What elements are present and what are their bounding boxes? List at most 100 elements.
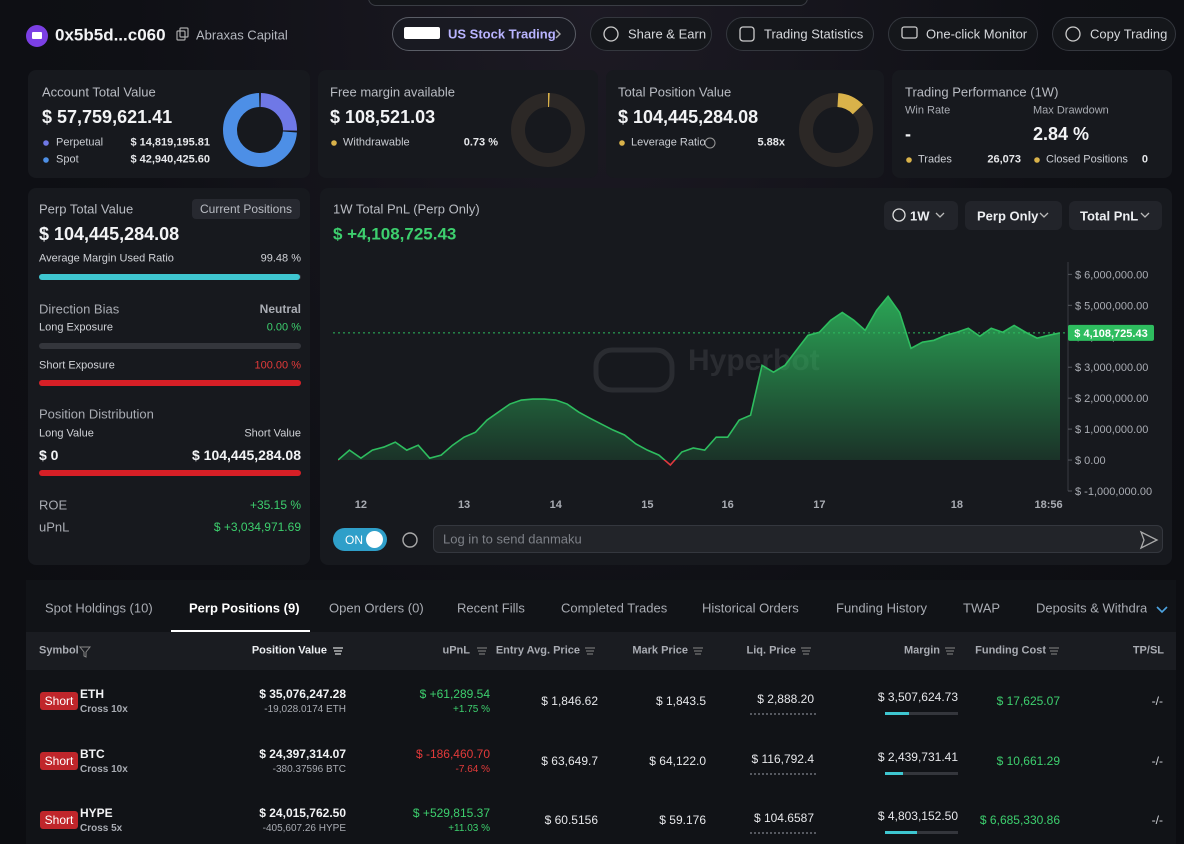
dropdown-label[interactable]: Total PnL [1080,208,1139,224]
column-header: Funding Cost [975,644,1046,657]
header-button[interactable] [590,17,712,51]
position-size: -405,607.26 HYPE [262,823,346,834]
header-button[interactable] [1052,17,1176,51]
label: Neutral [259,302,301,316]
header-button-label[interactable]: Trading Statistics [764,26,864,42]
input-placeholder[interactable]: Log in to send danmaku [443,531,582,547]
copy-icon [176,30,186,41]
tab[interactable]: Open Orders (0) [329,600,424,616]
label: 0.00 % [266,321,301,334]
y-tick-label: $ 6,000,000.00 [1075,269,1148,281]
margin-bar-track [885,771,958,775]
header-button-label[interactable]: Share & Earn [628,26,707,42]
legend-dot [1034,157,1040,163]
current-positions-button[interactable] [192,199,300,219]
header-button-label[interactable]: One-click Monitor [926,26,1028,42]
account-donut-segment [223,93,297,167]
card-title: Free margin available [330,84,456,100]
margin: $ 4,803,152.50 [877,809,958,823]
tab[interactable]: Completed Trades [561,600,668,616]
upnl: $ +61,289.54 [419,687,490,701]
danmaku-input[interactable] [433,525,1163,553]
toggle-knob[interactable] [366,531,383,548]
dropdown-chevron [1039,212,1049,218]
table-header [26,632,1176,670]
panel-value: $ 104,445,284.08 [39,224,180,244]
x-tick-label: 13 [458,499,470,511]
legend-label: Spot [56,153,79,166]
pnl-area [338,296,1060,461]
table-area [26,580,1176,844]
tab[interactable]: TWAP [963,600,1001,616]
legend-dot [43,140,49,146]
x-tick-label: 16 [722,499,734,511]
position-size: -380.37596 BTC [272,763,346,775]
label: Long Value [39,427,94,440]
entry-price: $ 60.5156 [544,813,598,827]
liq-price: $ 2,888.20 [757,692,814,706]
dropdown-label[interactable]: 1W [910,208,930,224]
tab[interactable]: Perp Positions (9) [189,600,300,616]
side-badge [40,811,78,829]
dropdown[interactable] [884,201,958,230]
side-badge-label: Short [44,694,74,708]
legend-dot [906,157,912,163]
button-label[interactable]: Current Positions [199,202,293,216]
settings-icon [402,532,418,548]
dropdown-label[interactable]: Perp Only [977,208,1039,224]
stat-value: 2.84 % [1033,124,1090,144]
position-value: $ 24,397,314.07 [259,746,346,761]
upnl: $ -186,460.70 [415,746,490,761]
tab[interactable]: Historical Orders [702,600,799,616]
legend-value: 26,073 [987,153,1021,166]
liq-dots [750,832,816,834]
tab[interactable]: Spot Holdings (10) [45,600,153,616]
margin-mode: Cross 10x [80,704,128,715]
label: +35.15 % [249,498,301,512]
stat-label: Win Rate [905,104,951,117]
card-title: Account Total Value [42,84,156,100]
current-value-tag [1068,324,1154,341]
liq-price: $ 104.6587 [753,811,814,825]
legend-value: $ 42,940,425.60 [130,153,210,166]
header-button[interactable] [888,17,1038,51]
tab[interactable]: Funding History [836,600,928,616]
margin: $ 2,439,731.41 [877,749,958,764]
stat-label: Max Drawdown [1033,104,1109,117]
tab[interactable]: Deposits & Withdra [1036,601,1148,615]
pnl-line [338,295,1060,461]
toggle-label[interactable]: ON [345,533,363,547]
dropdown-chevron [1140,212,1150,218]
chart-title: 1W Total PnL (Perp Only) [333,201,480,217]
send-icon [1139,530,1159,550]
label: $ 104,445,284.08 [192,447,301,463]
stat-value: - [905,124,911,144]
tab[interactable]: Recent Fills [457,600,525,616]
x-tick-label: 12 [355,499,367,511]
x-tick-label: 17 [813,499,825,511]
margin-bar [885,771,903,775]
stats-icon [739,26,755,42]
help-icon [704,137,716,149]
x-tick-label: 18:56 [1034,499,1062,511]
column-header: TP/SL [1132,644,1164,657]
margin-bar [885,712,909,715]
label: Direction Bias [39,301,120,317]
header-button[interactable] [726,17,874,51]
y-tick-label: $ -1,000,000.00 [1075,486,1152,498]
tp-sl: -/- [1151,813,1163,827]
avatar-face [32,32,42,39]
performance-card [892,70,1172,178]
label: Short Exposure [39,359,115,372]
tp-sl: -/- [1151,753,1163,768]
header-button-label[interactable]: Copy Trading [1090,26,1168,42]
column-header: Position Value [251,644,327,657]
y-tick-label: $ 2,000,000.00 [1075,393,1148,405]
current-value-label: $ 4,108,725.43 [1074,328,1147,340]
label: uPnL [39,519,70,535]
header-button-label[interactable]: US Stock Trading [448,26,556,42]
upnl-percent: +11.03 % [448,823,490,834]
column-header: uPnL [442,644,471,657]
